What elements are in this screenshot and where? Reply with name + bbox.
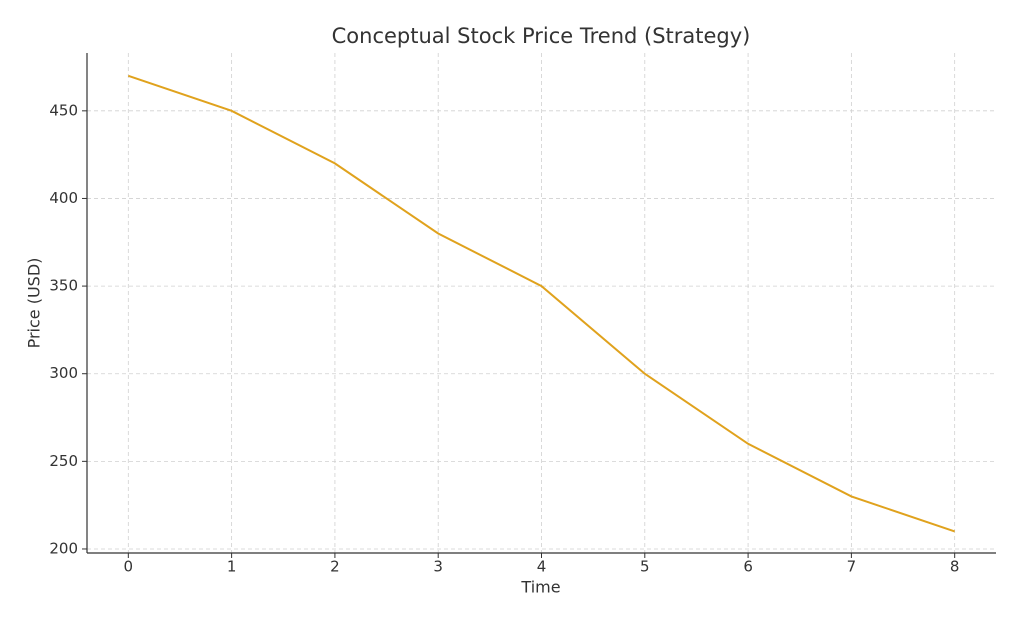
x-tick-label: 4 [537,558,547,576]
x-axis-label: Time [520,578,560,597]
y-tick-label: 400 [49,189,78,207]
x-tick-label: 6 [743,558,753,576]
y-tick-label: 250 [49,452,78,470]
x-tick-label: 2 [330,558,340,576]
x-tick-label: 1 [227,558,237,576]
data-line [127,74,956,533]
x-tick-label: 5 [640,558,650,576]
y-tick-label: 350 [49,277,78,295]
y-tick-label: 200 [49,539,78,557]
y-tick-label: 300 [49,364,78,382]
x-tick-label: 3 [433,558,443,576]
x-tick-label: 8 [950,558,960,576]
y-axis-label: Price (USD) [25,258,44,349]
chart-title: Conceptual Stock Price Trend (Strategy) [332,24,751,48]
x-tick-label: 0 [124,558,134,576]
y-tick-label: 450 [49,101,78,119]
x-tick-label: 7 [847,558,857,576]
